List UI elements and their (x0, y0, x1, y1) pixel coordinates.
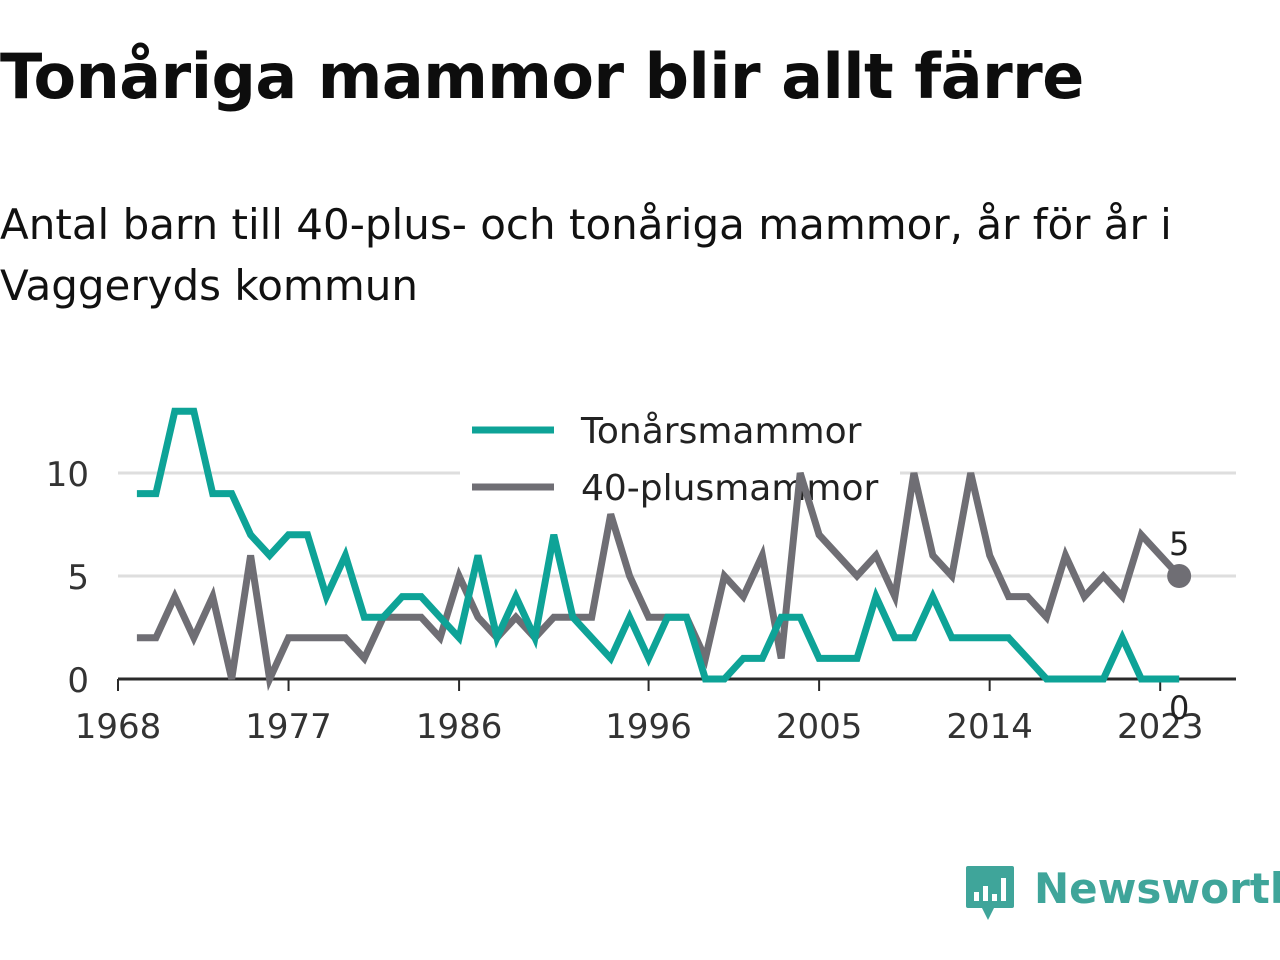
x-tick-label: 2005 (776, 707, 863, 747)
y-axis: 0 5 10 (46, 455, 89, 701)
end-label: 5 (1169, 525, 1189, 563)
x-tick-label: 1996 (605, 707, 692, 747)
chart-subtitle: Antal barn till 40-plus- och tonåriga ma… (0, 200, 1172, 310)
series-line-1 (136, 407, 1180, 683)
legend-label: Tonårsmammor (580, 411, 862, 452)
series-line-2 (136, 471, 1182, 692)
x-tick-label: 2014 (946, 707, 1033, 747)
x-tick-label: 1977 (245, 707, 332, 747)
x-tick-label: 2023 (1117, 707, 1204, 747)
chart-title: Tonåriga mammor blir allt färre (0, 40, 1084, 113)
x-tick-label: 1968 (75, 707, 162, 747)
x-tick-label: 1986 (416, 707, 503, 747)
legend-label: 40-plusmammor (581, 468, 879, 509)
series-end-marker (1167, 564, 1192, 588)
x-axis-tick-labels: 1968 1977 1986 1996 2005 2014 2023 (75, 707, 1204, 747)
legend-background (460, 405, 900, 517)
y-tick-label: 10 (46, 455, 89, 495)
end-labels: 05 (1169, 525, 1189, 727)
series-lines (136, 407, 1192, 692)
newsworthy-logo-icon (966, 866, 1014, 920)
legend: Tonårsmammor 40-plusmammor (460, 405, 900, 517)
brand-name: Newsworthy (1034, 864, 1280, 913)
y-tick-label: 0 (67, 661, 89, 701)
y-tick-label: 5 (67, 558, 89, 598)
brand-logo: Newsworthy (964, 864, 1280, 926)
end-label: 0 (1169, 689, 1189, 727)
